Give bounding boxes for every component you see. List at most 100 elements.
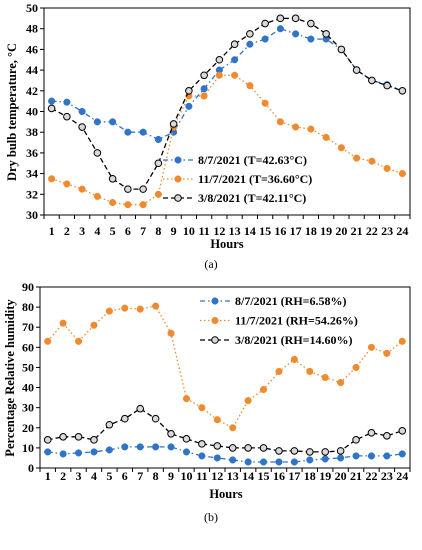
data-point-b-2 <box>290 355 298 363</box>
data-point-b-2 <box>167 329 175 337</box>
x-tick-label: 3 <box>76 469 82 483</box>
data-point-b-2 <box>105 307 113 315</box>
data-point-b-3 <box>398 426 407 435</box>
legend-b: 8/7/2021 (RH=6.58%) 11/7/2021 (RH=54.26%)… <box>200 294 358 347</box>
data-point-b-2 <box>321 373 329 382</box>
data-point-a-2 <box>63 180 71 188</box>
data-point-b-1 <box>121 443 129 451</box>
data-point-b-1 <box>290 458 298 466</box>
y-tick-label: 90 <box>22 280 34 294</box>
x-tick-label: 17 <box>288 469 300 483</box>
x-tick-label: 23 <box>381 469 393 483</box>
y-tick-label: 46 <box>26 42 38 56</box>
x-tick-label: 4 <box>94 224 100 238</box>
data-point-b-3 <box>244 444 252 452</box>
series-line-a-1 <box>51 27 403 141</box>
data-point-a-2 <box>124 201 132 209</box>
x-tick-label: 9 <box>171 224 177 238</box>
legend-label: 3/8/2021 (T=42.11°C) <box>198 191 306 205</box>
x-tick-label: 18 <box>304 469 316 483</box>
data-point-b-1 <box>398 450 406 458</box>
series-line-b-2 <box>47 305 403 429</box>
x-tick-label: 15 <box>259 224 271 238</box>
data-point-b-3 <box>336 447 345 455</box>
x-ticks-a: 1 2 3 4 5 6 7 8 9 10 11 12 13 14 15 16 17 18 19 20 21 22 23 24 <box>43 215 411 238</box>
caption-a: (a) <box>204 257 217 271</box>
y-axis-title-a: Dry bulb temperature, °C <box>5 43 19 181</box>
data-point-a-1 <box>307 35 315 43</box>
data-point-b-2 <box>244 397 252 405</box>
y-tick-label: 50 <box>26 1 38 15</box>
data-point-b-3 <box>259 444 268 452</box>
x-tick-label: 1 <box>49 224 55 238</box>
data-point-a-3 <box>230 40 239 49</box>
x-tick-label: 19 <box>319 469 331 483</box>
x-tick-label: 23 <box>381 224 393 238</box>
y-tick-label: 34 <box>26 167 38 181</box>
data-point-b-3 <box>167 430 175 438</box>
data-point-b-1 <box>259 458 268 466</box>
y-tick-label: 44 <box>26 63 38 77</box>
data-point-a-3 <box>93 149 102 157</box>
data-point-b-1 <box>213 454 221 462</box>
x-tick-label: 13 <box>227 469 239 483</box>
data-point-b-1 <box>74 449 83 457</box>
data-point-a-1 <box>185 102 193 110</box>
data-point-b-3 <box>352 436 360 444</box>
data-point-b-1 <box>44 448 52 456</box>
data-point-a-3 <box>398 87 407 95</box>
x-tick-label: 13 <box>229 224 241 238</box>
data-point-b-3 <box>367 429 376 437</box>
data-point-a-3 <box>78 123 86 131</box>
x-ticks-b: 1 2 3 4 5 6 7 8 9 10 11 12 13 14 15 16 17 18 19 20 21 22 23 24 <box>39 468 411 483</box>
data-point-b-2 <box>44 337 52 345</box>
data-point-a-1 <box>231 56 239 64</box>
x-tick-label: 24 <box>396 469 408 483</box>
x-tick-label: 10 <box>180 469 192 483</box>
x-tick-label: 15 <box>258 469 270 483</box>
data-point-b-1 <box>352 452 360 460</box>
data-point-a-3 <box>47 104 56 113</box>
data-point-b-2 <box>275 367 283 376</box>
y-ticks-a: 30 32 34 36 38 40 42 44 46 48 50 <box>26 1 44 222</box>
data-point-a-3 <box>154 159 163 168</box>
data-point-a-1 <box>93 118 101 126</box>
data-point-b-2 <box>383 349 391 357</box>
y-tick-label: 40 <box>22 381 34 395</box>
legend-label: 8/7/2021 (T=42.63°C) <box>198 153 307 167</box>
legend-marker <box>211 316 219 325</box>
y-tick-label: 60 <box>22 340 34 354</box>
x-tick-label: 20 <box>335 469 347 483</box>
x-tick-label: 1 <box>45 469 51 483</box>
x-tick-label: 2 <box>60 469 66 483</box>
y-tick-label: 48 <box>26 22 38 36</box>
y-tick-label: 30 <box>26 208 38 222</box>
data-point-a-2 <box>154 190 162 198</box>
legend-label: 11/7/2021 (T=36.60°C) <box>198 172 312 186</box>
x-tick-label: 4 <box>91 469 97 483</box>
data-point-a-2 <box>48 175 56 183</box>
series-line-a-3 <box>51 17 403 190</box>
legend-a: 8/7/2021 (T=42.63°C) 11/7/2021 (T=36.60°C… <box>163 153 312 205</box>
y-tick-label: 80 <box>22 300 34 314</box>
data-point-a-1 <box>48 97 56 105</box>
x-tick-label: 12 <box>211 469 223 483</box>
data-point-a-2 <box>307 125 315 133</box>
data-point-b-3 <box>74 433 83 441</box>
data-point-b-2 <box>121 304 129 312</box>
data-point-a-2 <box>139 201 147 209</box>
x-tick-label: 6 <box>122 469 128 483</box>
data-point-b-2 <box>182 395 191 403</box>
data-point-a-1 <box>246 40 254 48</box>
data-point-b-3 <box>59 433 67 441</box>
data-point-a-2 <box>246 82 254 90</box>
data-point-b-1 <box>90 448 98 456</box>
data-point-b-1 <box>182 448 191 456</box>
x-tick-label: 14 <box>242 469 254 483</box>
data-point-b-2 <box>90 321 98 329</box>
x-tick-label: 7 <box>137 469 143 483</box>
data-point-b-1 <box>306 456 314 464</box>
y-tick-label: 36 <box>26 146 38 160</box>
y-tick-label: 32 <box>26 187 38 201</box>
data-point-b-2 <box>136 305 144 313</box>
